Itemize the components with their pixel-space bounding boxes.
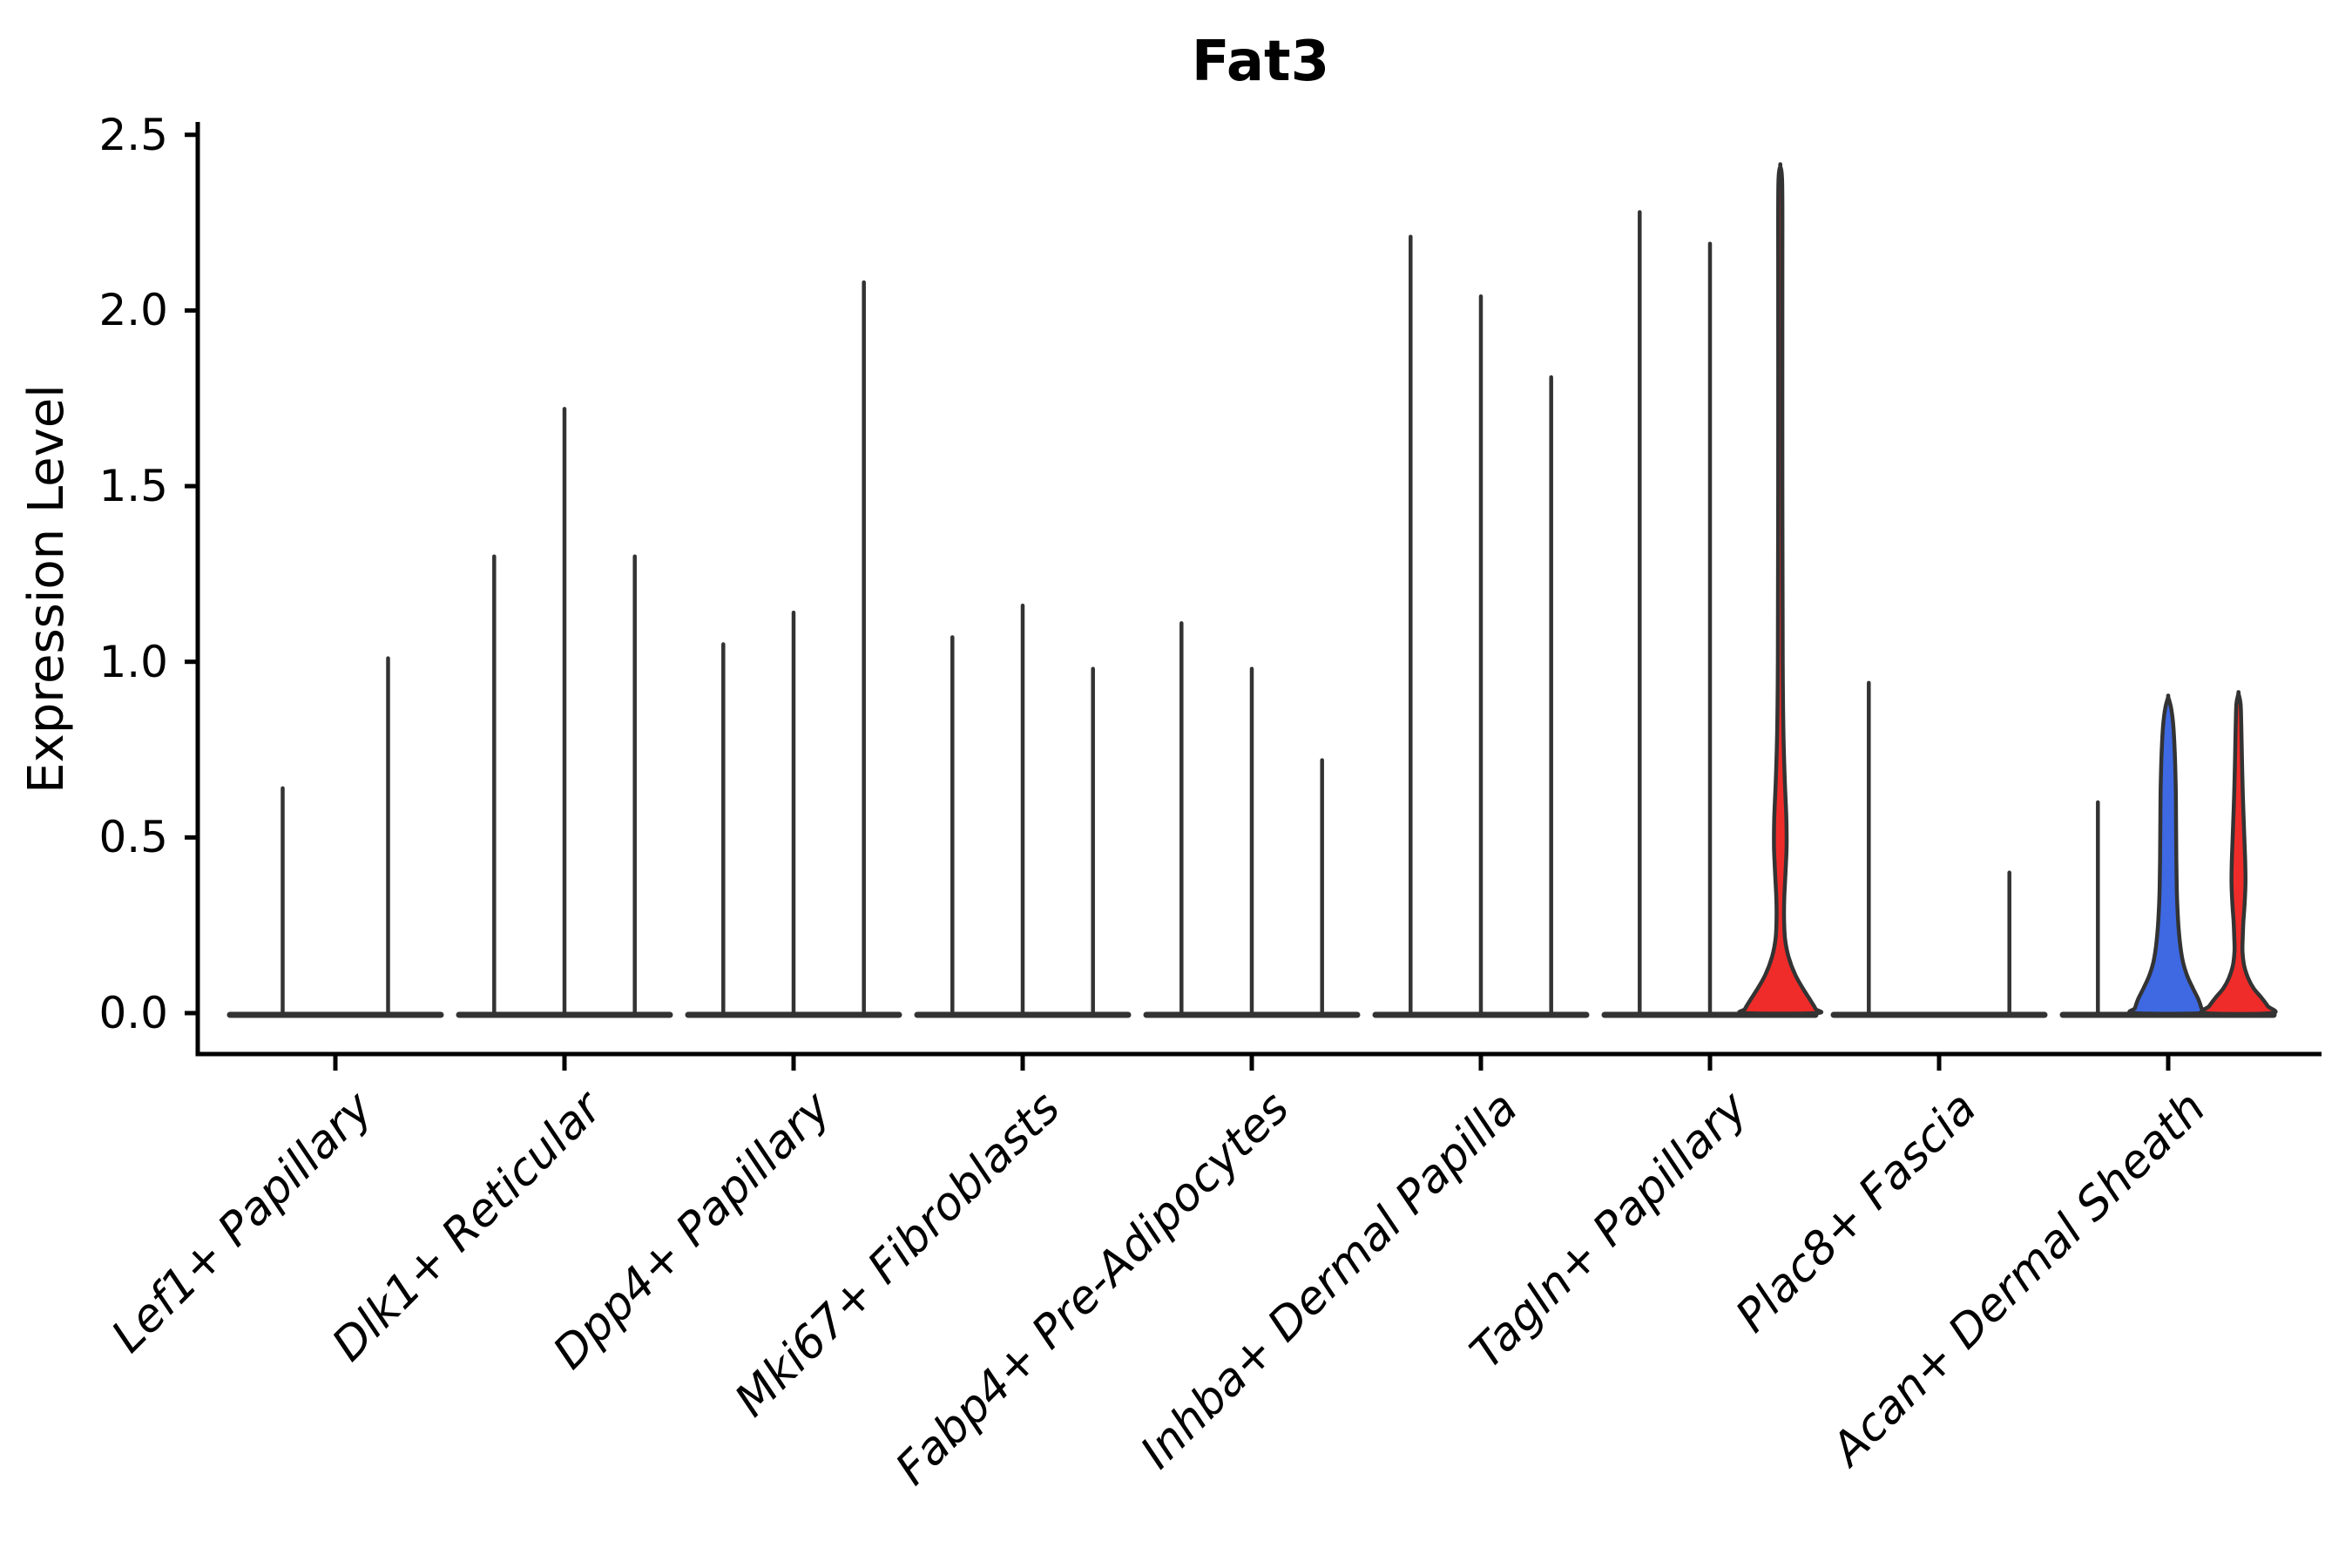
y-tick-label: 0.0 xyxy=(98,988,168,1038)
violin-body-red xyxy=(1737,162,1824,1016)
y-tick-label: 1.5 xyxy=(98,461,168,512)
y-tick-label: 0.5 xyxy=(98,812,168,863)
violin-body-red xyxy=(2199,690,2278,1017)
y-tick-label: 1.0 xyxy=(98,636,168,687)
y-tick-label: 2.5 xyxy=(98,109,168,160)
violin-body-blue xyxy=(2127,693,2209,1016)
chart-title: Fat3 xyxy=(1191,30,1330,94)
y-tick-label: 2.0 xyxy=(98,285,168,336)
